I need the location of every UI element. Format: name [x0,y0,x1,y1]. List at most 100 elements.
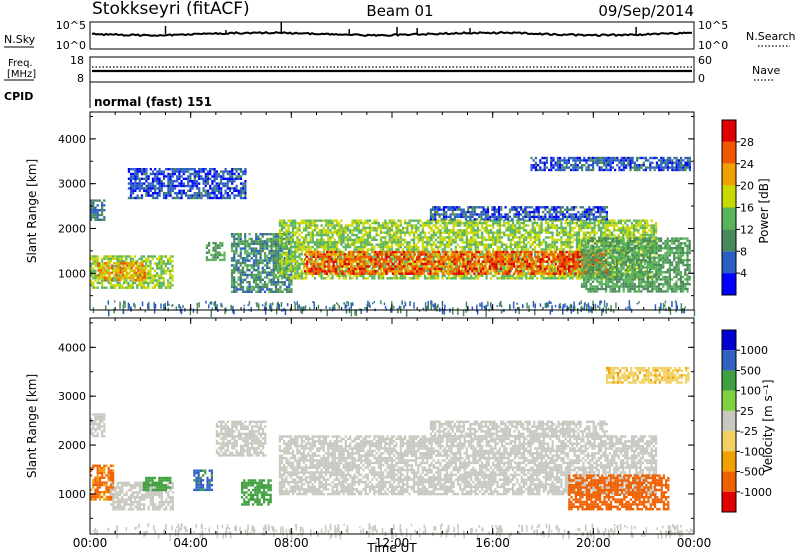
echo-cell [387,246,389,248]
echo-cell [445,251,447,253]
echo-cell [288,260,290,262]
echo-cell [277,291,279,293]
echo-cell [240,243,242,245]
echo-cell [132,185,134,187]
echo-cell [192,182,194,184]
echo-cell [512,239,514,241]
echo-cell [233,281,235,283]
echo-cell [338,248,340,250]
echo-cell [312,275,314,277]
echo-cell [569,275,571,277]
echo-cell [431,229,433,231]
echo-cell [400,275,402,277]
echo-cell [271,240,273,242]
echo-cell [198,187,200,189]
echo-cell [307,224,309,226]
echo-cell [532,229,534,231]
echo-cell [644,227,646,229]
echo-cell [450,241,452,243]
echo-cell [128,277,130,279]
echo-cell [492,234,494,236]
echo-cell [421,253,423,255]
echo-cell [222,170,224,172]
echo-cell [288,283,290,285]
echo-cell [181,168,183,170]
echo-cell [299,256,301,258]
echo-cell [229,178,231,180]
echo-cell [115,267,117,269]
echo-cell [431,234,433,236]
echo-cell [198,197,200,199]
echo-cell [169,263,171,265]
echo-cell [290,283,292,285]
echo-cell [437,270,439,272]
echo-cell [251,274,253,276]
echo-cell [115,277,117,279]
echo-cell [123,255,125,257]
echo-cell [469,251,471,253]
echo-cell [400,234,402,236]
echo-cell [301,241,303,243]
echo-cell [102,274,104,276]
echo-cell [398,224,400,226]
echo-cell [158,284,160,286]
echo-cell [139,180,141,182]
echo-cell [426,244,428,246]
echo-cell [119,258,121,260]
echo-cell [455,239,457,241]
echo-cell [499,222,501,224]
echo-cell [123,279,125,281]
echo-cell [571,234,573,236]
echo-cell [283,244,285,246]
echo-cell [391,222,393,224]
echo-cell [240,192,242,194]
echo-cell [560,239,562,241]
echo-cell [299,227,301,229]
echo-cell [163,192,165,194]
echo-cell [472,222,474,224]
echo-cell [273,262,275,264]
echo-cell [294,251,296,253]
echo-cell [571,236,573,238]
echo-cell [565,222,567,224]
echo-cell [325,234,327,236]
echo-cell [360,275,362,277]
echo-cell [167,182,169,184]
echo-cell [242,247,244,249]
echo-cell [92,214,94,216]
echo-cell [358,224,360,226]
echo-cell [158,277,160,279]
echo-cell [255,247,257,249]
echo-cell [417,277,419,279]
echo-cell [97,214,99,216]
echo-cell [624,220,626,222]
echo-cell [242,274,244,276]
echo-cell [378,222,380,224]
echo-cell [156,284,158,286]
echo-cell [514,277,516,279]
echo-cell [552,275,554,277]
echo-cell [510,277,512,279]
echo-cell [604,224,606,226]
echo-cell [187,185,189,187]
echo-cell [565,234,567,236]
echo-cell [552,239,554,241]
echo-cell [395,239,397,241]
echo-cell [260,250,262,252]
echo-cell [314,227,316,229]
echo-cell [99,282,101,284]
echo-cell [575,251,577,253]
echo-cell [231,243,233,245]
echo-cell [373,268,375,270]
echo-cell [488,246,490,248]
echo-cell [103,219,105,221]
echo-cell [333,251,335,253]
echo-cell [387,241,389,243]
echo-cell [128,178,130,180]
echo-cell [490,232,492,234]
echo-cell [607,224,609,226]
echo-cell [240,168,242,170]
echo-cell [622,232,624,234]
echo-cell [235,259,237,261]
echo-cell [415,277,417,279]
